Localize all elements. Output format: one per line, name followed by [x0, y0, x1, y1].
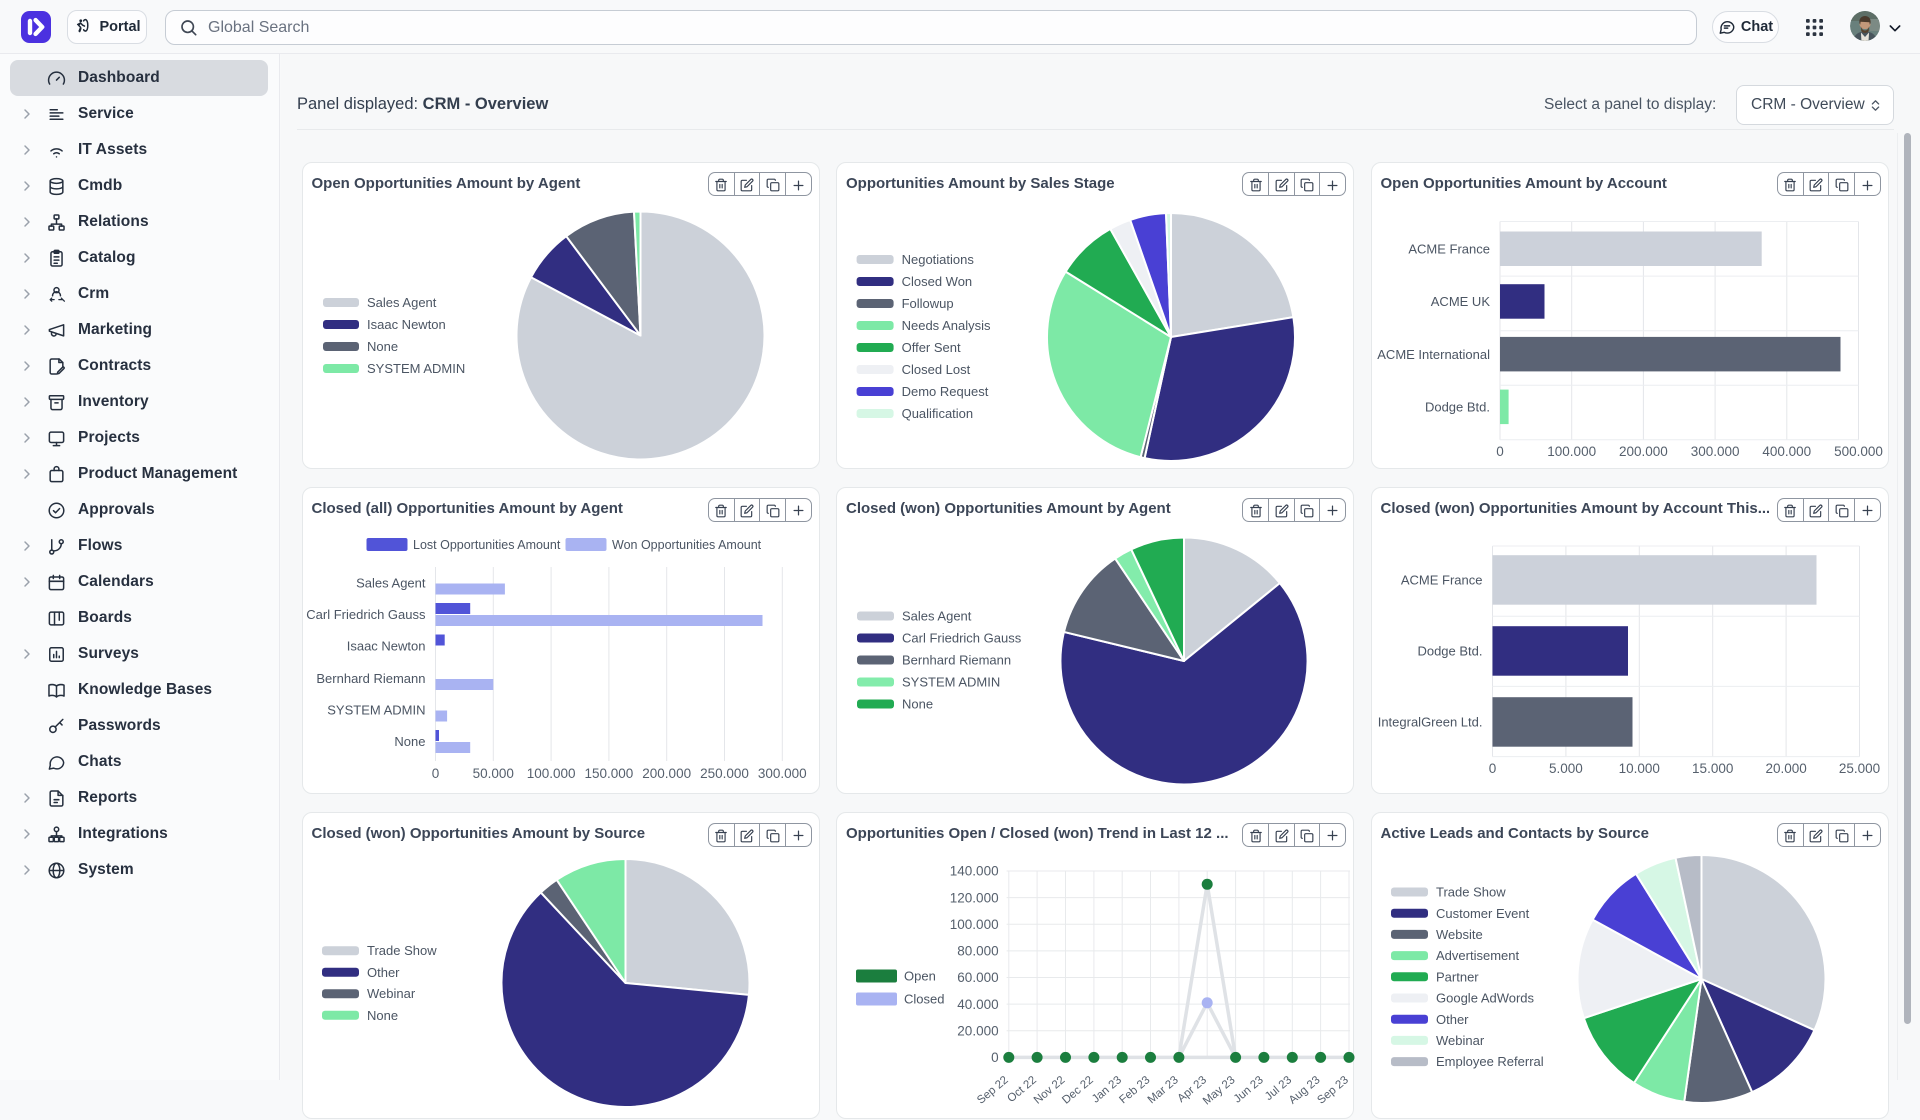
svg-text:100.000: 100.000 [950, 917, 999, 932]
svg-text:Bernhard Riemann: Bernhard Riemann [902, 653, 1011, 668]
svg-text:Website: Website [1436, 927, 1483, 942]
svg-text:IntegralGreen Ltd.: IntegralGreen Ltd. [1377, 715, 1482, 730]
svg-text:None: None [367, 1008, 398, 1023]
svg-text:200.000: 200.000 [1618, 444, 1667, 459]
svg-text:60.000: 60.000 [957, 970, 998, 985]
svg-text:300.000: 300.000 [1690, 444, 1739, 459]
svg-text:Isaac Newton: Isaac Newton [367, 317, 446, 332]
svg-text:None: None [367, 339, 398, 354]
svg-text:300.000: 300.000 [757, 766, 806, 781]
svg-text:0: 0 [991, 1050, 999, 1065]
svg-text:20.000: 20.000 [957, 1024, 998, 1039]
svg-text:ACME International: ACME International [1377, 346, 1490, 361]
svg-text:100.000: 100.000 [526, 766, 575, 781]
svg-text:Closed: Closed [904, 992, 944, 1007]
svg-text:Demo Request: Demo Request [902, 384, 989, 399]
svg-text:120.000: 120.000 [950, 890, 999, 905]
svg-text:Mar 23: Mar 23 [1146, 1074, 1181, 1106]
svg-text:Trade Show: Trade Show [1436, 885, 1506, 900]
svg-text:5.000: 5.000 [1549, 761, 1583, 776]
svg-text:Won Opportunities Amount: Won Opportunities Amount [612, 538, 762, 552]
svg-text:Feb 23: Feb 23 [1117, 1074, 1152, 1106]
svg-text:Sales Agent: Sales Agent [356, 576, 426, 591]
svg-text:Dodge Btd.: Dodge Btd. [1417, 644, 1482, 659]
svg-text:Sep 23: Sep 23 [1315, 1074, 1351, 1107]
svg-text:May 23: May 23 [1201, 1074, 1238, 1107]
svg-text:Needs Analysis: Needs Analysis [902, 318, 991, 333]
svg-text:SYSTEM ADMIN: SYSTEM ADMIN [367, 361, 465, 376]
svg-text:Jun 23: Jun 23 [1232, 1074, 1266, 1105]
svg-text:Isaac Newton: Isaac Newton [346, 639, 425, 654]
svg-text:ACME UK: ACME UK [1430, 294, 1490, 309]
svg-text:200.000: 200.000 [642, 766, 691, 781]
svg-text:Closed Won: Closed Won [902, 274, 973, 289]
svg-text:Jan 23: Jan 23 [1090, 1074, 1124, 1105]
svg-text:SYSTEM ADMIN: SYSTEM ADMIN [327, 703, 425, 718]
svg-text:20.000: 20.000 [1765, 761, 1806, 776]
svg-text:Dec 22: Dec 22 [1060, 1074, 1096, 1107]
svg-text:Sales Agent: Sales Agent [367, 295, 437, 310]
svg-text:Carl Friedrich Gauss: Carl Friedrich Gauss [306, 607, 426, 622]
svg-text:Nov 22: Nov 22 [1032, 1074, 1068, 1107]
svg-text:0: 0 [1488, 761, 1496, 776]
svg-text:0: 0 [431, 766, 439, 781]
svg-text:150.000: 150.000 [584, 766, 633, 781]
svg-text:Employee Referral: Employee Referral [1436, 1054, 1544, 1069]
svg-text:Other: Other [1436, 1012, 1469, 1027]
svg-text:Webinar: Webinar [367, 986, 416, 1001]
svg-text:SYSTEM ADMIN: SYSTEM ADMIN [902, 675, 1000, 690]
svg-text:ACME France: ACME France [1408, 241, 1490, 256]
svg-text:Carl Friedrich Gauss: Carl Friedrich Gauss [902, 631, 1022, 646]
svg-text:Open: Open [904, 969, 936, 984]
svg-text:None: None [902, 697, 933, 712]
svg-text:Negotiations: Negotiations [902, 252, 975, 267]
svg-text:Webinar: Webinar [1436, 1033, 1485, 1048]
svg-text:Followup: Followup [902, 296, 954, 311]
svg-text:ACME France: ACME France [1400, 573, 1482, 588]
svg-text:15.000: 15.000 [1692, 761, 1733, 776]
svg-text:100.000: 100.000 [1547, 444, 1596, 459]
svg-text:Aug 23: Aug 23 [1287, 1074, 1323, 1107]
svg-text:Sales Agent: Sales Agent [902, 609, 972, 624]
svg-text:Other: Other [367, 965, 400, 980]
svg-text:500.000: 500.000 [1834, 444, 1883, 459]
svg-text:25.000: 25.000 [1838, 761, 1879, 776]
svg-text:Dodge Btd.: Dodge Btd. [1424, 399, 1489, 414]
svg-text:80.000: 80.000 [957, 944, 998, 959]
svg-text:Lost Opportunities Amount: Lost Opportunities Amount [413, 538, 561, 552]
svg-text:Sep 22: Sep 22 [975, 1074, 1011, 1107]
svg-text:Partner: Partner [1436, 969, 1479, 984]
svg-text:Trade Show: Trade Show [367, 943, 437, 958]
svg-text:140.000: 140.000 [950, 864, 999, 879]
svg-text:Qualification: Qualification [902, 406, 974, 421]
svg-text:0: 0 [1496, 444, 1504, 459]
svg-text:Closed Lost: Closed Lost [902, 362, 971, 377]
svg-text:50.000: 50.000 [472, 766, 513, 781]
svg-text:400.000: 400.000 [1762, 444, 1811, 459]
svg-text:40.000: 40.000 [957, 997, 998, 1012]
svg-text:Google AdWords: Google AdWords [1436, 991, 1535, 1006]
svg-text:Customer Event: Customer Event [1436, 906, 1530, 921]
svg-text:None: None [394, 734, 425, 749]
svg-text:Advertisement: Advertisement [1436, 948, 1519, 963]
svg-text:250.000: 250.000 [700, 766, 749, 781]
svg-text:Offer Sent: Offer Sent [902, 340, 961, 355]
svg-text:10.000: 10.000 [1618, 761, 1659, 776]
svg-text:Bernhard Riemann: Bernhard Riemann [316, 671, 425, 686]
